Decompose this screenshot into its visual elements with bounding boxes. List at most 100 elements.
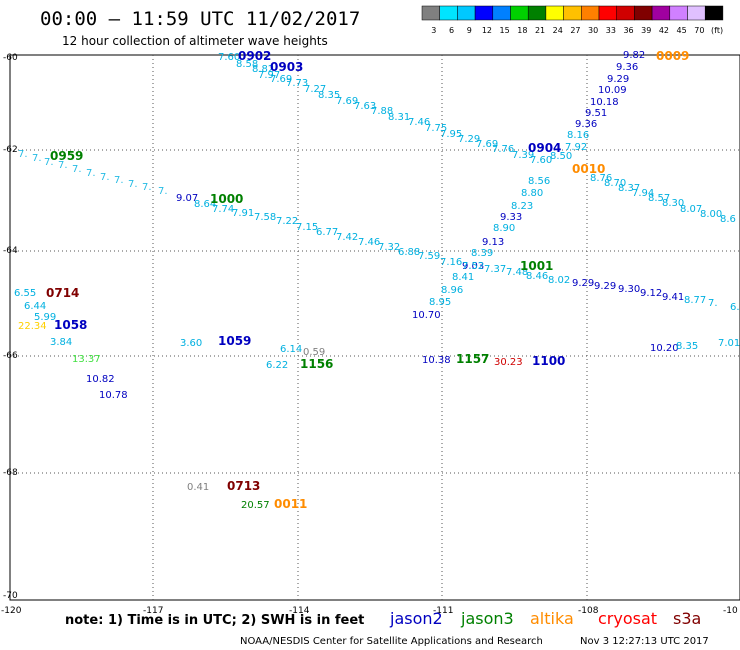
wave-height-value: 7. bbox=[142, 182, 152, 193]
wave-height-value: 7.48 bbox=[506, 267, 528, 278]
color-scale-swatch bbox=[474, 5, 494, 21]
wave-height-value: 3.60 bbox=[180, 338, 202, 349]
lon-label: -111 bbox=[433, 606, 453, 616]
wave-height-value: 7. bbox=[86, 168, 96, 179]
wave-height-value: 7.76 bbox=[492, 144, 514, 155]
wave-height-value: 5.99 bbox=[34, 312, 56, 323]
color-scale-swatch bbox=[581, 5, 600, 21]
color-scale-label: 12 bbox=[482, 26, 492, 35]
lon-label: -114 bbox=[289, 606, 310, 616]
wave-height-value: 8.6 bbox=[720, 214, 736, 225]
color-scale-swatch bbox=[616, 5, 635, 21]
lon-label: -117 bbox=[143, 606, 163, 616]
wave-height-value: 9.03 bbox=[462, 261, 484, 272]
wave-height-value: 7.60 bbox=[530, 155, 552, 166]
wave-height-value: 10.38 bbox=[422, 355, 451, 366]
color-scale-label: 42 bbox=[659, 26, 669, 35]
wave-height-value: 8.96 bbox=[441, 285, 463, 296]
wave-height-value: 6.33 bbox=[730, 302, 740, 313]
wave-height-value: 8.77 bbox=[684, 295, 706, 306]
wave-height-value: 8.37 bbox=[618, 183, 640, 194]
color-scale-label: 33 bbox=[606, 26, 616, 35]
wave-height-value: 7. bbox=[72, 164, 82, 175]
color-scale-label: 9 bbox=[467, 26, 472, 35]
pass-time-label: 0010 bbox=[572, 162, 605, 176]
wave-height-value: 7.69 bbox=[476, 139, 498, 150]
color-scale-label: 24 bbox=[553, 26, 563, 35]
wave-height-value: 9.51 bbox=[585, 108, 607, 119]
color-scale-swatch bbox=[704, 5, 724, 21]
color-scale-swatch bbox=[457, 5, 476, 21]
wave-height-value: 9.82 bbox=[623, 50, 645, 61]
lat-label: -62 bbox=[3, 145, 18, 155]
color-scale-swatch bbox=[598, 5, 617, 21]
wave-height-value: 9.30 bbox=[618, 284, 640, 295]
wave-height-value: 6.44 bbox=[24, 301, 46, 312]
wave-height-value: 9.36 bbox=[616, 62, 638, 73]
pass-time-label: 1157 bbox=[456, 352, 489, 366]
color-scale-swatch bbox=[545, 5, 564, 21]
wave-height-value: 7.16 bbox=[440, 257, 462, 268]
wave-height-value: 7.97 bbox=[258, 70, 280, 81]
wave-height-value: 6.22 bbox=[266, 360, 288, 371]
color-scale-label: 30 bbox=[588, 26, 598, 35]
color-scale-swatch bbox=[510, 5, 529, 21]
wave-height-value: 7. bbox=[44, 157, 54, 168]
wave-height-value: 7. bbox=[708, 298, 718, 309]
wave-height-value: 7. bbox=[32, 153, 42, 164]
footer-timestamp: Nov 3 12:27:13 UTC 2017 bbox=[580, 636, 709, 647]
wave-height-value: 7.75 bbox=[425, 123, 447, 134]
wave-height-value: 7. bbox=[114, 175, 124, 186]
lon-label: -10 bbox=[723, 606, 738, 616]
color-scale-label: 6 bbox=[449, 26, 454, 35]
wave-height-value: 7.29 bbox=[458, 134, 480, 145]
wave-height-value: 6.55 bbox=[14, 288, 36, 299]
wave-height-value: 8.31 bbox=[388, 112, 410, 123]
pass-time-label: 0903 bbox=[270, 60, 303, 74]
wave-height-value: 7.39 bbox=[512, 150, 534, 161]
wave-height-value: 7. bbox=[128, 179, 138, 190]
wave-height-value: 9.41 bbox=[662, 292, 684, 303]
wave-height-value: 6.77 bbox=[316, 227, 338, 238]
wave-height-value: 0.59 bbox=[303, 347, 325, 358]
color-scale-swatch bbox=[669, 5, 688, 21]
wave-height-value: 10.70 bbox=[412, 310, 441, 321]
wave-height-value: 7.01 bbox=[718, 338, 740, 349]
wave-height-value: 7. bbox=[18, 149, 28, 160]
lat-label: -70 bbox=[3, 591, 18, 601]
color-scale-swatch bbox=[651, 5, 671, 21]
color-scale-label: 27 bbox=[570, 26, 580, 35]
lat-label: -60 bbox=[3, 53, 18, 63]
wave-height-value: 8.23 bbox=[511, 201, 533, 212]
pass-time-label: 1156 bbox=[300, 357, 333, 371]
lat-label: -64 bbox=[3, 246, 18, 256]
wave-height-value: 9.07 bbox=[176, 193, 198, 204]
wave-height-value: 9.36 bbox=[575, 119, 597, 130]
pass-time-label: 0902 bbox=[238, 49, 271, 63]
wave-height-value: 7.15 bbox=[296, 222, 318, 233]
color-scale-label: 70 bbox=[694, 26, 704, 35]
color-scale-label: 3 bbox=[431, 26, 436, 35]
wave-height-value: 6.14 bbox=[280, 344, 302, 355]
pass-time-label: 0713 bbox=[227, 479, 260, 493]
wave-height-value: 8.35 bbox=[318, 90, 340, 101]
color-scale-swatch bbox=[492, 5, 511, 21]
wave-height-value: 8.50 bbox=[550, 151, 572, 162]
color-scale-label: 36 bbox=[623, 26, 633, 35]
chart-title: 00:00 – 11:59 UTC 11/02/2017 bbox=[40, 8, 360, 30]
wave-height-value: 8.39 bbox=[471, 248, 493, 259]
wave-height-value: 20.57 bbox=[241, 500, 270, 511]
wave-height-value: 9.33 bbox=[500, 212, 522, 223]
pass-time-label: 1100 bbox=[532, 354, 565, 368]
pass-time-label: 1000 bbox=[210, 192, 243, 206]
wave-height-value: 7.52 bbox=[462, 261, 484, 272]
wave-height-value: 9.29 bbox=[607, 74, 629, 85]
wave-height-value: 10.82 bbox=[86, 374, 115, 385]
wave-height-value: 8.41 bbox=[452, 272, 474, 283]
wave-height-value: 7.60 bbox=[218, 52, 240, 63]
legend-cryosat: cryosat bbox=[598, 609, 657, 628]
wave-height-value: 8.64 bbox=[194, 199, 216, 210]
wave-height-value: 8.16 bbox=[567, 130, 589, 141]
